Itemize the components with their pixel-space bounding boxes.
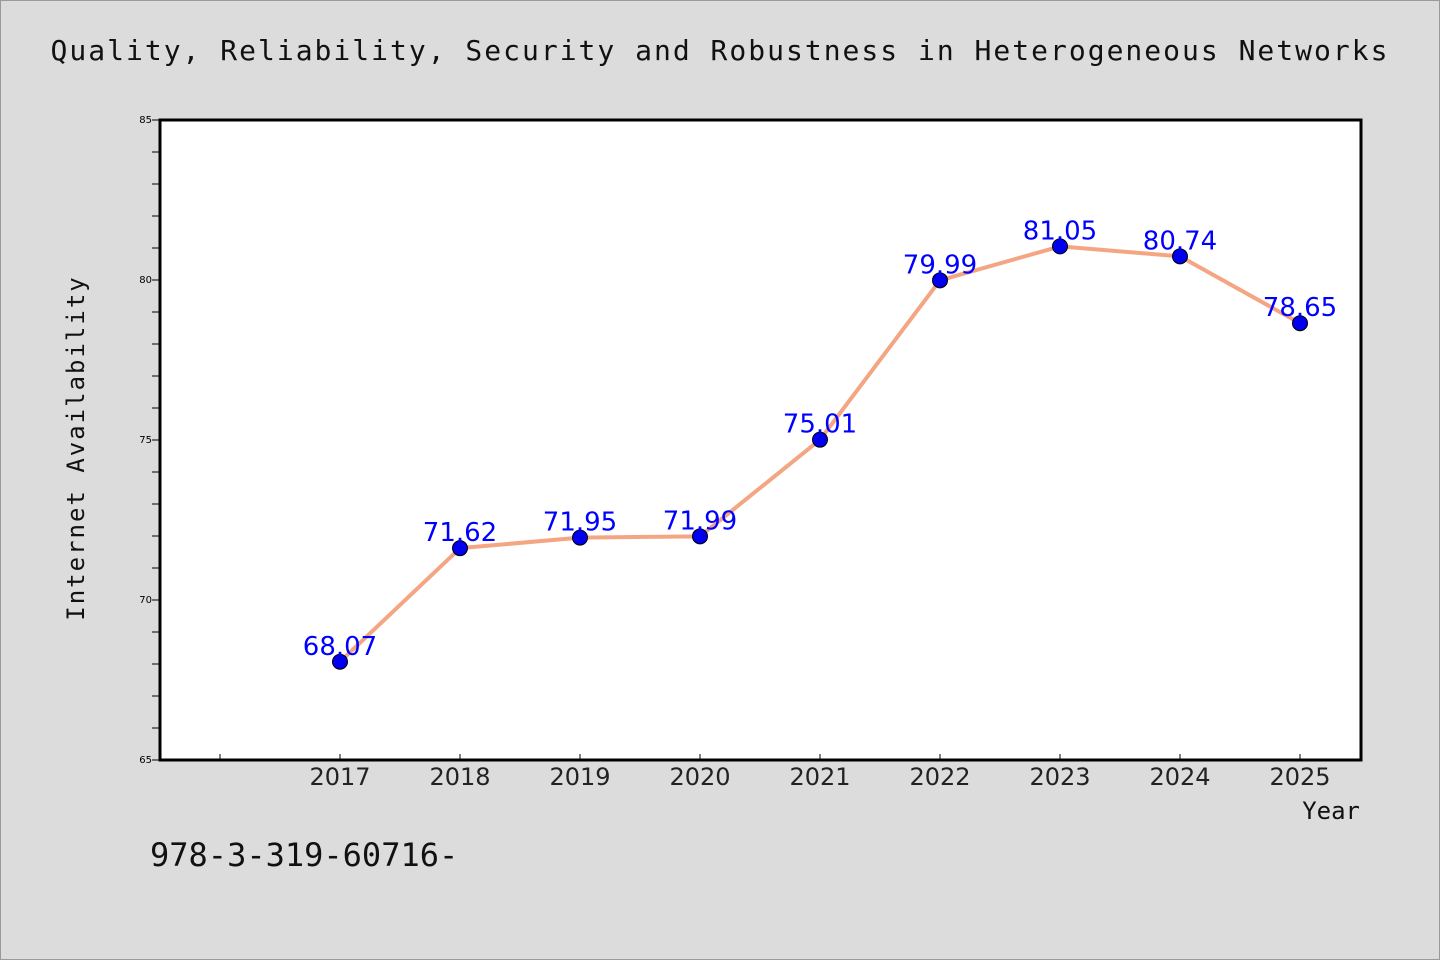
data-labels: 68.07 71.62 71.95 71.99 75.01 79.99 81.05 80.74… bbox=[303, 216, 1337, 661]
data-label-2022: 79.99 bbox=[903, 250, 977, 280]
data-point-2018 bbox=[452, 540, 468, 557]
data-label-2017: 68.07 bbox=[303, 632, 377, 662]
data-point-2023 bbox=[1052, 238, 1068, 255]
data-label-2019: 71.95 bbox=[543, 508, 617, 538]
x-tick-label: 2023 bbox=[1029, 763, 1090, 791]
x-tick-label: 2025 bbox=[1269, 763, 1330, 791]
data-point-2019 bbox=[572, 529, 588, 546]
footer-note: 978-3-319-60716- bbox=[150, 836, 459, 874]
x-tick-label: 2020 bbox=[669, 763, 730, 791]
data-point-2024 bbox=[1172, 248, 1188, 265]
data-label-2024: 80.74 bbox=[1143, 226, 1217, 256]
data-label-2023: 81.05 bbox=[1023, 216, 1097, 246]
data-label-2021: 75.01 bbox=[783, 410, 857, 440]
x-tick-label: 2018 bbox=[429, 763, 490, 791]
x-tick-label: 2021 bbox=[789, 763, 850, 791]
chart-title: Quality, Reliability, Security and Robus… bbox=[50, 34, 1390, 67]
data-point-2017 bbox=[332, 653, 348, 670]
y-tick-label: 75 bbox=[139, 435, 152, 446]
x-tick-label: 2019 bbox=[549, 763, 610, 791]
y-tick-label: 70 bbox=[139, 595, 152, 606]
data-point-2020 bbox=[692, 528, 708, 545]
data-label-2018: 71.62 bbox=[423, 518, 497, 548]
x-tick-label: 2024 bbox=[1149, 763, 1210, 791]
y-tick-label: 80 bbox=[139, 275, 152, 286]
plot-area bbox=[158, 118, 1363, 762]
x-tick-label: 2017 bbox=[309, 763, 370, 791]
data-point-2021 bbox=[812, 431, 828, 448]
y-axis-ticks: 65 70 75 80 85 bbox=[139, 115, 160, 766]
x-tick-label: 2022 bbox=[909, 763, 970, 791]
x-axis-label: Year bbox=[1302, 797, 1360, 825]
data-label-2025: 78.65 bbox=[1263, 293, 1337, 323]
y-tick-label: 85 bbox=[139, 115, 152, 126]
data-point-2025 bbox=[1292, 315, 1308, 332]
x-axis-ticks: 2017 2018 2019 2020 2021 2022 2023 2024 2025 bbox=[219, 754, 1331, 791]
data-point-2022 bbox=[932, 272, 948, 289]
y-tick-label: 65 bbox=[139, 755, 152, 766]
data-markers bbox=[332, 238, 1308, 670]
data-label-2020: 71.99 bbox=[663, 506, 737, 536]
